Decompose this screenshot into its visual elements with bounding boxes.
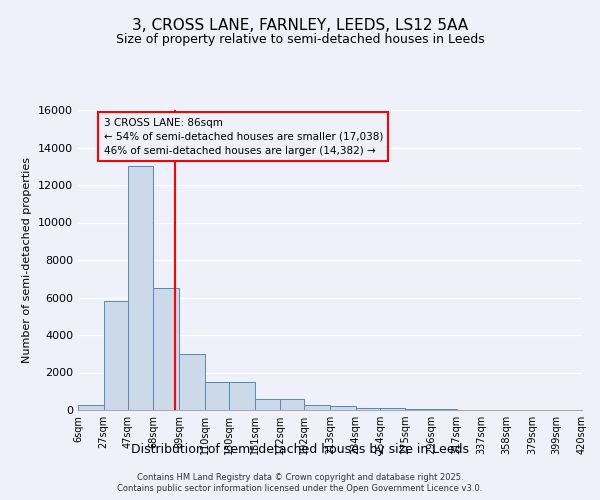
Bar (280, 399, 304, 410)
Bar (104, 301, 128, 410)
Bar (254, 399, 280, 410)
Bar (154, 288, 179, 410)
Bar (304, 406, 330, 410)
Bar (205, 382, 229, 410)
Bar (330, 406, 356, 410)
Bar (128, 166, 154, 410)
Text: Distribution of semi-detached houses by size in Leeds: Distribution of semi-detached houses by … (131, 442, 469, 456)
Text: 3, CROSS LANE, FARNLEY, LEEDS, LS12 5AA: 3, CROSS LANE, FARNLEY, LEEDS, LS12 5AA (132, 18, 468, 32)
Bar (356, 408, 380, 410)
Bar (380, 408, 406, 410)
Bar (78, 406, 104, 410)
Text: Contains public sector information licensed under the Open Government Licence v3: Contains public sector information licen… (118, 484, 482, 493)
Text: Size of property relative to semi-detached houses in Leeds: Size of property relative to semi-detach… (116, 32, 484, 46)
Bar (406, 409, 431, 410)
Text: 3 CROSS LANE: 86sqm
← 54% of semi-detached houses are smaller (17,038)
46% of se: 3 CROSS LANE: 86sqm ← 54% of semi-detach… (104, 118, 383, 156)
Y-axis label: Number of semi-detached properties: Number of semi-detached properties (22, 157, 32, 363)
Bar (229, 382, 254, 410)
Text: Contains HM Land Registry data © Crown copyright and database right 2025.: Contains HM Land Registry data © Crown c… (137, 472, 463, 482)
Bar (179, 354, 205, 410)
